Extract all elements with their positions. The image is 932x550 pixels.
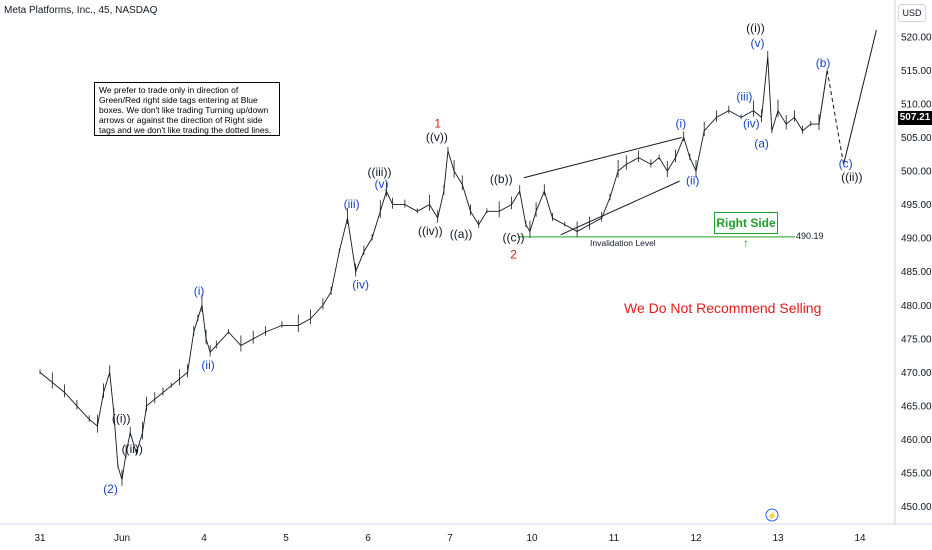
x-tick-label: 7 — [447, 533, 453, 544]
y-tick-label: 505.00 — [901, 133, 932, 144]
wedge-upper-line — [523, 137, 682, 179]
x-tick-label: 10 — [526, 533, 538, 544]
wave-label: 2 — [510, 247, 517, 261]
projection-to-b — [818, 70, 828, 125]
wave-label: (v) — [751, 36, 765, 50]
wave-label: ((b)) — [490, 172, 513, 186]
arrow-up-icon: ↑ — [743, 236, 749, 250]
wave-label: ((ii)) — [122, 442, 143, 456]
right-side-label: Right Side — [716, 216, 776, 230]
time-axis: 31 Jun 4 5 6 7 10 11 12 13 14 — [0, 523, 932, 544]
wave-label: (v) — [375, 177, 389, 191]
y-tick-label: 480.00 — [901, 301, 932, 312]
price-line — [39, 56, 819, 480]
wave-label: (b) — [816, 56, 831, 70]
x-tick-label: 13 — [772, 533, 784, 544]
wave-label: ((a)) — [450, 227, 473, 241]
x-tick-label: 11 — [609, 533, 620, 544]
wave-label: (i) — [675, 116, 686, 130]
projection-to-c — [826, 70, 845, 165]
y-tick-label: 500.00 — [901, 167, 932, 178]
x-tick-label: Jun — [114, 533, 130, 544]
logo-icon: ⚡ — [765, 508, 779, 522]
y-tick-label: 490.00 — [901, 234, 932, 245]
wave-label: (i) — [194, 284, 205, 298]
wave-label: ((v)) — [426, 130, 448, 144]
x-tick-label: 5 — [283, 533, 289, 544]
x-tick-label: 6 — [365, 533, 371, 544]
x-tick-label: 31 — [34, 533, 46, 544]
wave-label: (iii) — [736, 90, 752, 104]
y-tick-label: 455.00 — [901, 469, 932, 480]
logo-circle — [765, 508, 779, 522]
wave-label: (ii) — [201, 358, 214, 372]
x-tick-label: 14 — [854, 533, 866, 544]
wave-labels: (2)((i))((ii))(i)(ii)(iii)(iv)(v)((iii))… — [103, 21, 862, 496]
wave-label: (2) — [103, 482, 118, 496]
y-tick-label: 495.00 — [901, 200, 932, 211]
chart-title: Meta Platforms, Inc., 45, NASDAQ — [4, 5, 158, 16]
wave-label: ((i)) — [746, 21, 765, 35]
ending-diagonal-lines — [523, 137, 682, 236]
y-tick-label: 510.00 — [901, 99, 932, 110]
wave-label: (ii) — [686, 173, 699, 187]
logo-glyph: ⚡ — [767, 511, 777, 521]
y-tick-label: 475.00 — [901, 334, 932, 345]
invalidation-label: Invalidation Level — [590, 238, 656, 248]
wave-label: (c) — [839, 157, 853, 171]
disclaimer-text: We Do Not Recommend Selling — [624, 300, 822, 316]
wedge-lower-line — [560, 180, 680, 236]
x-tick-label: 12 — [690, 533, 702, 544]
wave-label: ((ii)) — [841, 170, 862, 184]
price-axis: 450.00 455.00 460.00 465.00 470.00 475.00 480.… — [894, 0, 932, 524]
right-side-tag: Right Side ↑ — [714, 212, 778, 250]
y-tick-label: 465.00 — [901, 401, 932, 412]
price-series — [39, 50, 820, 486]
invalidation-price: 490.19 — [796, 231, 824, 241]
y-tick-label: 470.00 — [901, 368, 932, 379]
y-tick-label: 515.00 — [901, 66, 932, 77]
wave-label: (a) — [754, 137, 769, 151]
wave-label: (iv) — [743, 116, 760, 130]
wave-label: ((c)) — [503, 231, 525, 245]
y-tick-label: 460.00 — [901, 435, 932, 446]
wave-label: 1 — [434, 116, 441, 130]
projection-up — [843, 30, 877, 165]
y-tick-label: 485.00 — [901, 267, 932, 278]
currency-button[interactable]: USD — [898, 4, 926, 22]
y-tick-label: 450.00 — [901, 502, 932, 513]
wave-label: (iv) — [352, 277, 369, 291]
wave-label: (iii) — [344, 197, 360, 211]
trading-note: We prefer to trade only in direction of … — [94, 82, 280, 136]
x-tick-label: 4 — [201, 533, 207, 544]
wave-label: ((iii)) — [367, 165, 391, 179]
last-price-tag: 507.21 — [898, 111, 932, 125]
y-tick-label: 520.00 — [901, 32, 932, 43]
projection-path — [818, 30, 877, 165]
wave-label: ((iv)) — [418, 224, 443, 238]
wave-label: ((i)) — [112, 412, 131, 426]
